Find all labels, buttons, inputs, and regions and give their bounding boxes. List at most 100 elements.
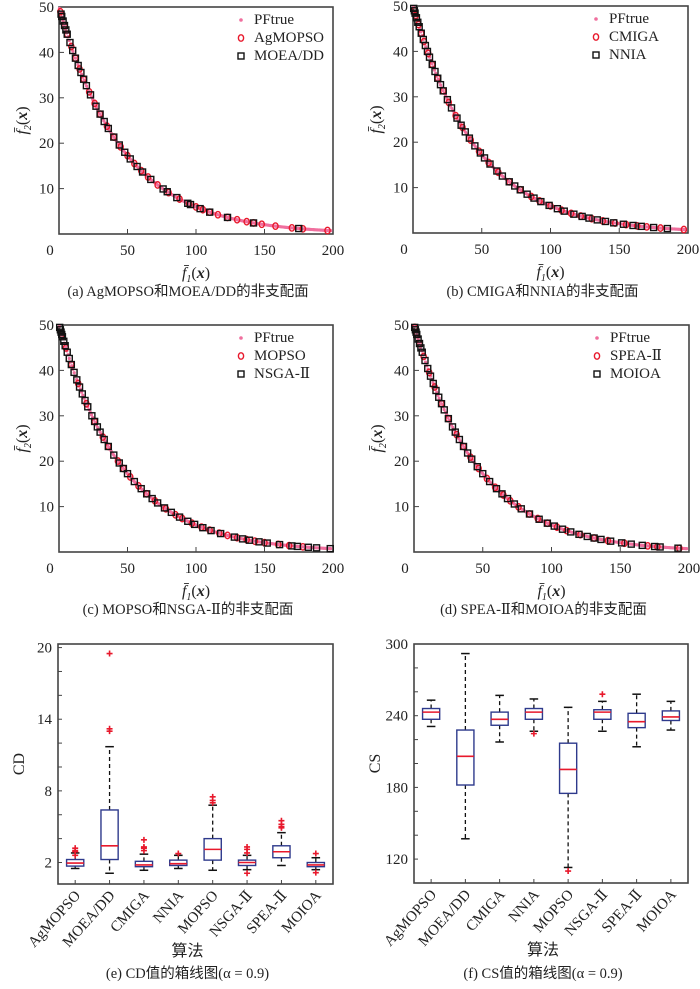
algo-b-point xyxy=(619,220,628,228)
legend: PFtrue AgMOPSO MOEA/DD xyxy=(237,12,324,64)
algo-b-point xyxy=(428,60,436,69)
figure-caption: (c) MOPSO和NSGA-Ⅱ的非支配面 xyxy=(83,601,294,618)
algo-a-point xyxy=(154,181,161,189)
x-tick-label: 50 xyxy=(474,242,489,258)
pftrue-point xyxy=(437,396,441,400)
algo-b-point xyxy=(175,513,184,521)
algo-a-point xyxy=(680,225,688,234)
algo-b-point xyxy=(73,376,81,384)
y-tick-label: 180 xyxy=(386,780,409,796)
y-tick-label: 14 xyxy=(37,712,53,728)
algo-b-point xyxy=(421,356,429,365)
x-tick-label: 100 xyxy=(539,242,562,258)
outlier-marker xyxy=(244,870,251,877)
algo-b-point xyxy=(517,505,525,513)
algo-b-point xyxy=(96,428,104,436)
algo-b-point xyxy=(190,520,199,529)
algo-b-point xyxy=(86,91,95,99)
algo-b-point xyxy=(414,335,422,343)
algo-b-point xyxy=(511,182,519,190)
algo-b-point xyxy=(567,528,575,536)
algo-a-point xyxy=(494,168,502,177)
legend-label: CMIGA xyxy=(609,29,659,45)
pftrue-point xyxy=(67,356,71,361)
legend-label: NNIA xyxy=(609,47,647,63)
algo-b-point xyxy=(425,53,434,61)
y-tick-label: 40 xyxy=(394,363,409,379)
legend-marker-pftrue xyxy=(594,17,598,21)
x-tick-label: 200 xyxy=(322,561,345,577)
outlier-marker xyxy=(530,730,537,737)
algo-b-point xyxy=(627,540,635,548)
y-tick-label: 40 xyxy=(39,363,54,379)
y-tick-label: 10 xyxy=(394,500,409,516)
algo-b-point xyxy=(444,414,453,423)
x-tick-label: 0 xyxy=(400,242,408,258)
algo-b-point xyxy=(60,21,69,30)
algo-b-point xyxy=(249,219,258,227)
x-axis-label: f̄1(x) xyxy=(182,265,210,285)
figure-caption: (b) CMIGA和NNIA的非支配面 xyxy=(446,283,638,300)
y-axis-label: f̄2(x) xyxy=(14,106,34,134)
algo-b-point xyxy=(578,212,586,221)
algo-b-point xyxy=(137,484,145,493)
y-tick-label: 2 xyxy=(45,856,53,872)
outlier-marker xyxy=(599,691,606,698)
algo-a-point xyxy=(233,215,241,224)
algo-b-point xyxy=(304,543,313,551)
algo-b-point xyxy=(601,217,610,226)
y-tick-label: 10 xyxy=(39,182,54,198)
y-tick-label: 50 xyxy=(393,0,408,15)
algo-b-point xyxy=(167,508,176,517)
algo-b-point xyxy=(649,223,658,232)
box-mopso xyxy=(203,793,222,872)
algo-b-point xyxy=(414,18,422,26)
box-agmopso xyxy=(421,699,441,728)
algo-b-point xyxy=(426,372,435,380)
algo-a-point xyxy=(214,210,222,219)
pftrue-point xyxy=(446,415,450,420)
x-tick-label: 150 xyxy=(253,243,276,259)
box-nnia xyxy=(169,850,188,870)
scatter-panel-a: 0 50 100 150 200 10 20 30 40 50 f̄1(x) f̄2(x) PFtrue… xyxy=(14,0,344,300)
algo-b-point xyxy=(443,95,452,104)
box-nnia xyxy=(524,698,544,737)
algo-b-point xyxy=(471,142,479,150)
algo-b-point xyxy=(119,464,128,473)
y-tick-label: 50 xyxy=(394,318,409,334)
algo-b-point xyxy=(656,543,664,551)
pftrue-point xyxy=(63,345,68,349)
algo-b-point xyxy=(77,68,85,77)
algo-b-point xyxy=(537,197,545,206)
box-cmiga xyxy=(134,836,154,872)
pftrue-point xyxy=(440,402,444,406)
y-tick-label: 30 xyxy=(39,91,54,107)
box-iqr xyxy=(627,712,646,729)
x-tick-label: 0 xyxy=(46,561,54,577)
algo-b-point xyxy=(59,17,67,25)
box-iqr xyxy=(100,809,119,861)
algo-b-point xyxy=(590,534,598,542)
legend-label: MOIOA xyxy=(610,366,661,382)
outlier-marker xyxy=(312,869,319,876)
box-nsga xyxy=(593,691,612,732)
box-iqr xyxy=(134,860,154,868)
algo-a-point xyxy=(272,222,279,231)
algo-b-point xyxy=(205,208,214,216)
outlier-marker xyxy=(140,836,147,843)
algo-b-point xyxy=(545,201,553,210)
algo-b-point xyxy=(440,406,448,414)
algo-a-point xyxy=(475,464,482,473)
box-iqr xyxy=(524,707,544,720)
algo-b-point xyxy=(510,500,519,508)
algo-b-point xyxy=(447,104,456,112)
x-tick-label: 150 xyxy=(253,561,276,577)
algo-b-point xyxy=(123,469,132,478)
algo-b-point xyxy=(432,386,440,395)
algo-b-point xyxy=(163,188,171,196)
box-iqr xyxy=(661,710,681,722)
outlier-marker xyxy=(140,843,147,850)
algo-b-point xyxy=(147,175,155,184)
box-moeadd xyxy=(100,650,119,875)
legend: PFtrue CMIGA NNIA xyxy=(592,11,659,63)
